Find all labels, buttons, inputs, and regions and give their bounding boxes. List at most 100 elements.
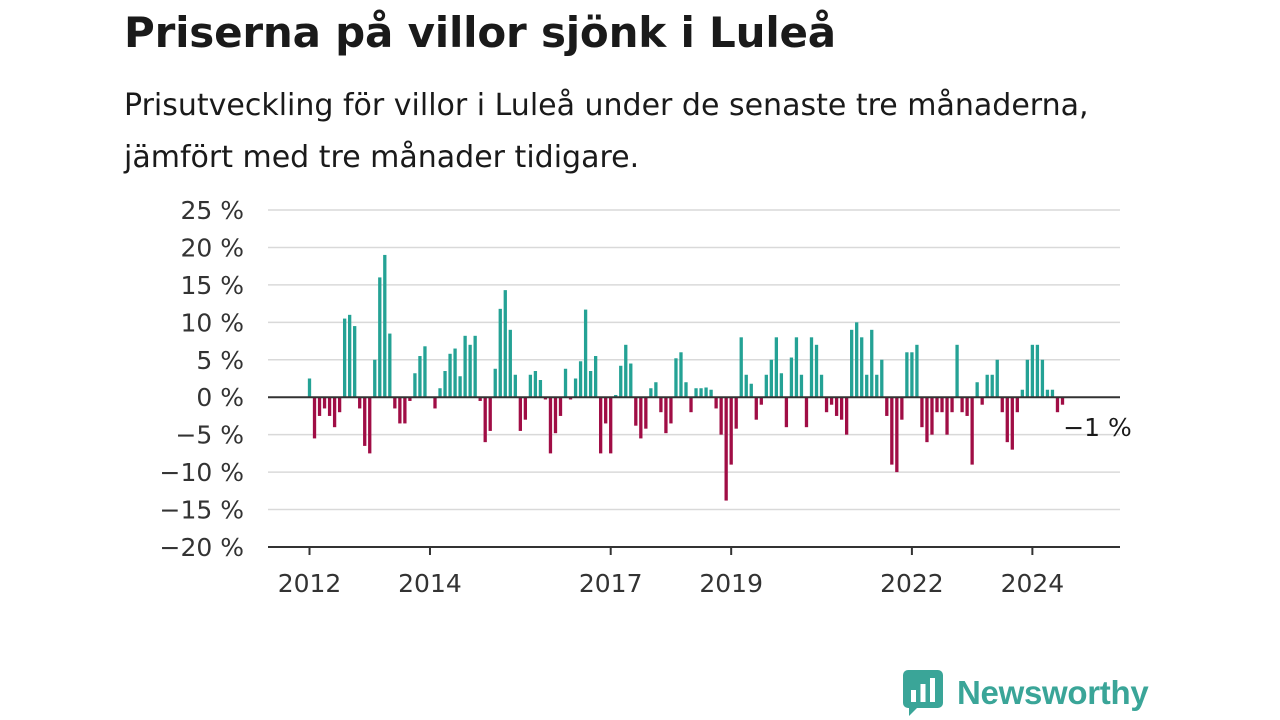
x-axis-labels: 2012 2014 2017 2019 2022 2024 [278,547,1065,598]
bar [694,388,698,398]
bar [744,374,748,398]
bar [900,397,904,420]
bar [739,337,743,398]
bar [327,397,332,416]
bar [704,387,708,398]
bar [990,374,994,398]
y-tick-label: 0 % [196,383,244,412]
bar [458,376,462,398]
x-tick-label: 2024 [1001,569,1065,598]
bar [453,348,457,398]
x-tick-label: 2017 [579,569,643,598]
bar [659,397,663,413]
bar [930,397,934,435]
bar [940,397,944,413]
bar [729,397,733,465]
newsworthy-logo-icon [903,670,943,716]
bar [363,397,367,446]
bar [373,359,377,398]
bar [629,363,633,398]
newsworthy-logo-text: Newsworthy [957,674,1149,711]
bar [383,254,387,398]
bar [488,397,492,431]
bar [393,397,397,409]
bar [1050,389,1055,398]
bar [980,397,984,405]
bar [513,374,517,398]
bar [538,380,543,398]
bar [749,383,753,398]
y-axis-labels: 25 % 20 % 15 % 10 % 5 % 0 % −5 % −10 % −15 % −20 … [160,196,244,562]
bar [880,359,884,398]
y-tick-label: 15 % [180,271,244,300]
y-tick-label: 5 % [196,346,244,375]
bar [1020,389,1024,398]
bar [674,358,678,398]
bar [403,397,407,424]
bar [870,329,874,398]
bar [1040,359,1045,398]
bar [669,397,673,424]
bar [533,371,538,398]
bar [438,388,442,398]
bar [518,397,522,431]
bars [307,254,1065,501]
y-tick-label: 25 % [180,196,244,225]
last-value-label: −1 % [1063,413,1132,442]
bar [809,337,814,398]
bar [819,374,824,398]
bar [478,397,482,401]
bar [824,397,829,413]
bar [649,388,653,398]
bar [724,397,728,501]
chart-subtitle: Prisutveckling för villor i Luleå under … [124,88,1089,175]
bar [639,397,643,439]
bar [1010,397,1014,450]
bar [483,397,487,443]
bar [644,397,648,429]
bar [423,346,427,398]
y-tick-label: 20 % [180,233,244,262]
y-tick-label: −10 % [160,458,244,487]
bar [448,353,452,398]
bar [804,397,809,428]
bar [558,397,563,416]
annotations: −1 % [1063,413,1132,442]
bar [1030,344,1035,398]
bar [970,397,974,465]
bar [844,397,849,435]
bar [599,397,603,454]
bar [734,397,738,429]
bar [955,344,959,398]
bar [408,397,412,401]
bar [358,397,362,409]
bar [915,344,919,398]
y-tick-label: −20 % [160,533,244,562]
bar [799,374,804,398]
bar [342,318,347,398]
bar [523,397,528,420]
bar [699,388,703,398]
bar [573,378,578,398]
bar [528,374,533,398]
bar [388,333,392,398]
bar [684,382,688,398]
bar [709,389,713,398]
x-tick-label: 2022 [880,569,944,598]
bar [1035,344,1040,398]
bar [634,397,638,426]
bar [312,397,317,439]
bar [890,397,894,465]
bar [609,397,613,454]
bar [332,397,337,428]
bar [413,373,417,398]
bar [664,397,668,434]
bar [473,335,477,398]
gridlines [268,209,1120,511]
bar [935,397,939,413]
bar [769,359,773,398]
bar [839,397,844,420]
bar [337,397,342,413]
bar [679,352,683,398]
